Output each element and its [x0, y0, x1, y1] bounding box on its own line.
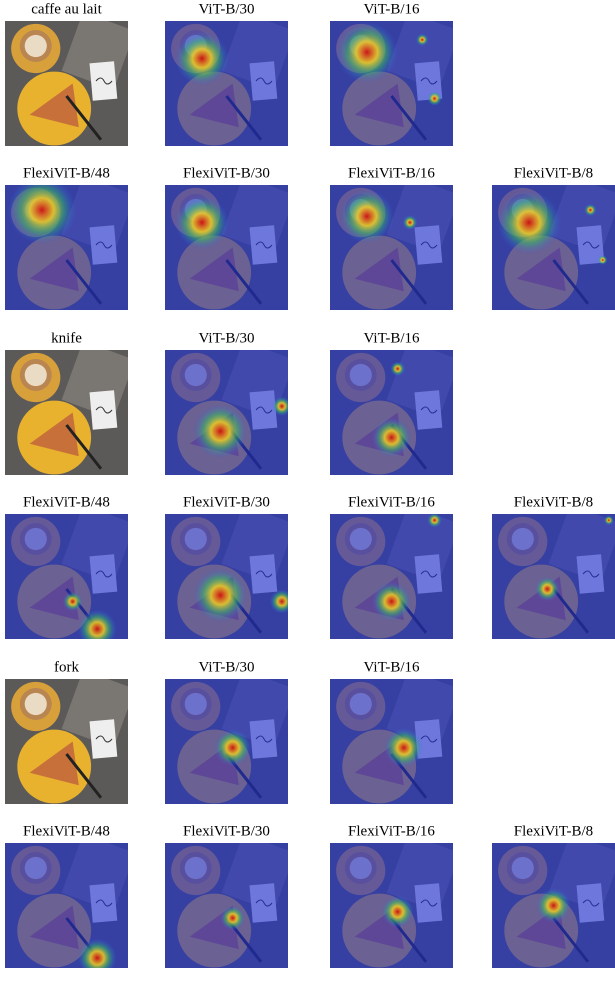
- panel-image: [330, 514, 453, 639]
- heat-spot: [62, 591, 83, 612]
- cloth: [61, 21, 128, 90]
- pizza: [29, 83, 79, 128]
- heat-spot: [371, 581, 412, 622]
- panel-label: FlexiViT-B/8: [514, 494, 593, 510]
- heat-spot: [496, 190, 561, 255]
- panel-image: [5, 21, 128, 146]
- heat-spot: [77, 609, 117, 639]
- heat-spot: [336, 21, 398, 83]
- cloth: [61, 679, 128, 748]
- heat-spot: [584, 203, 597, 217]
- panel-image: [165, 514, 288, 639]
- panel-image: [492, 514, 615, 639]
- heat-spot: [536, 888, 571, 923]
- panel-image: [330, 843, 453, 968]
- heat-spot: [339, 189, 394, 244]
- panel-label: FlexiViT-B/16: [348, 165, 435, 181]
- heat-spot: [390, 361, 406, 377]
- heat-spot: [402, 215, 418, 230]
- heat-spot: [7, 185, 77, 245]
- foam: [24, 363, 47, 387]
- fork: [65, 424, 103, 470]
- panel-label: ViT-B/16: [363, 330, 420, 346]
- heat-spot: [535, 576, 560, 602]
- heat-spot: [193, 568, 248, 623]
- panel-label: ViT-B/30: [198, 659, 254, 675]
- panel-image: [165, 185, 288, 310]
- card-script: [95, 735, 113, 743]
- panel-label: ViT-B/16: [363, 1, 420, 17]
- panel-label: ViT-B/16: [363, 659, 420, 675]
- panel-label: FlexiViT-B/16: [348, 823, 435, 839]
- panel-label: FlexiViT-B/8: [514, 823, 593, 839]
- card: [89, 719, 118, 759]
- heat-spot: [381, 895, 414, 928]
- card: [89, 61, 118, 101]
- panel-label: FlexiViT-B/16: [348, 494, 435, 510]
- heat-spot: [416, 33, 429, 46]
- card: [89, 390, 118, 430]
- fork: [65, 95, 103, 141]
- tint: [492, 514, 615, 639]
- panel-image: [330, 185, 453, 310]
- heat-spot: [214, 729, 252, 767]
- heat-spot: [220, 905, 245, 931]
- panel-image: [165, 350, 288, 475]
- panel-image: [5, 679, 128, 804]
- heat-spot: [174, 31, 229, 86]
- panel-image: [5, 843, 128, 968]
- heat-spot: [427, 91, 442, 106]
- heat-spot: [77, 938, 117, 968]
- card-script: [95, 77, 113, 85]
- panel-label: FlexiViT-B/8: [514, 165, 593, 181]
- heat-spot: [272, 396, 288, 417]
- panel-label: FlexiViT-B/48: [23, 494, 110, 510]
- panel-label: ViT-B/30: [198, 1, 254, 17]
- panel-label: knife: [51, 330, 82, 346]
- heat-spot: [597, 255, 608, 265]
- card-script: [95, 406, 113, 414]
- cloth: [61, 350, 128, 419]
- panel-image: [492, 843, 615, 968]
- fork: [65, 753, 103, 799]
- heat-spot: [603, 515, 614, 526]
- panel-label: FlexiViT-B/30: [183, 494, 270, 510]
- panel-image: [5, 514, 128, 639]
- panel-image: [165, 679, 288, 804]
- pizza: [29, 412, 79, 457]
- panel-image: [330, 350, 453, 475]
- panel-label: FlexiViT-B/30: [183, 165, 270, 181]
- panel-image: [330, 21, 453, 146]
- panel-image: [5, 350, 128, 475]
- panel-image: [5, 185, 128, 310]
- panel-image: [165, 21, 288, 146]
- panel-label: caffe au lait: [31, 1, 102, 17]
- heat-spot: [371, 417, 412, 458]
- heat-spot: [384, 728, 424, 768]
- panel-label: FlexiViT-B/48: [23, 823, 110, 839]
- heat-spot: [174, 195, 229, 250]
- tint: [165, 843, 288, 968]
- foam: [24, 34, 47, 58]
- panel-label: FlexiViT-B/30: [183, 823, 270, 839]
- heat-spot: [193, 404, 248, 459]
- heat-spot: [427, 514, 442, 528]
- heat-spot: [269, 589, 288, 614]
- panel-image: [165, 843, 288, 968]
- panel-image: [492, 185, 615, 310]
- panel-label: fork: [54, 659, 79, 675]
- panel-label: ViT-B/30: [198, 330, 254, 346]
- pizza: [29, 741, 79, 786]
- foam: [24, 692, 47, 716]
- panel-image: [330, 679, 453, 804]
- panel-label: FlexiViT-B/48: [23, 165, 110, 181]
